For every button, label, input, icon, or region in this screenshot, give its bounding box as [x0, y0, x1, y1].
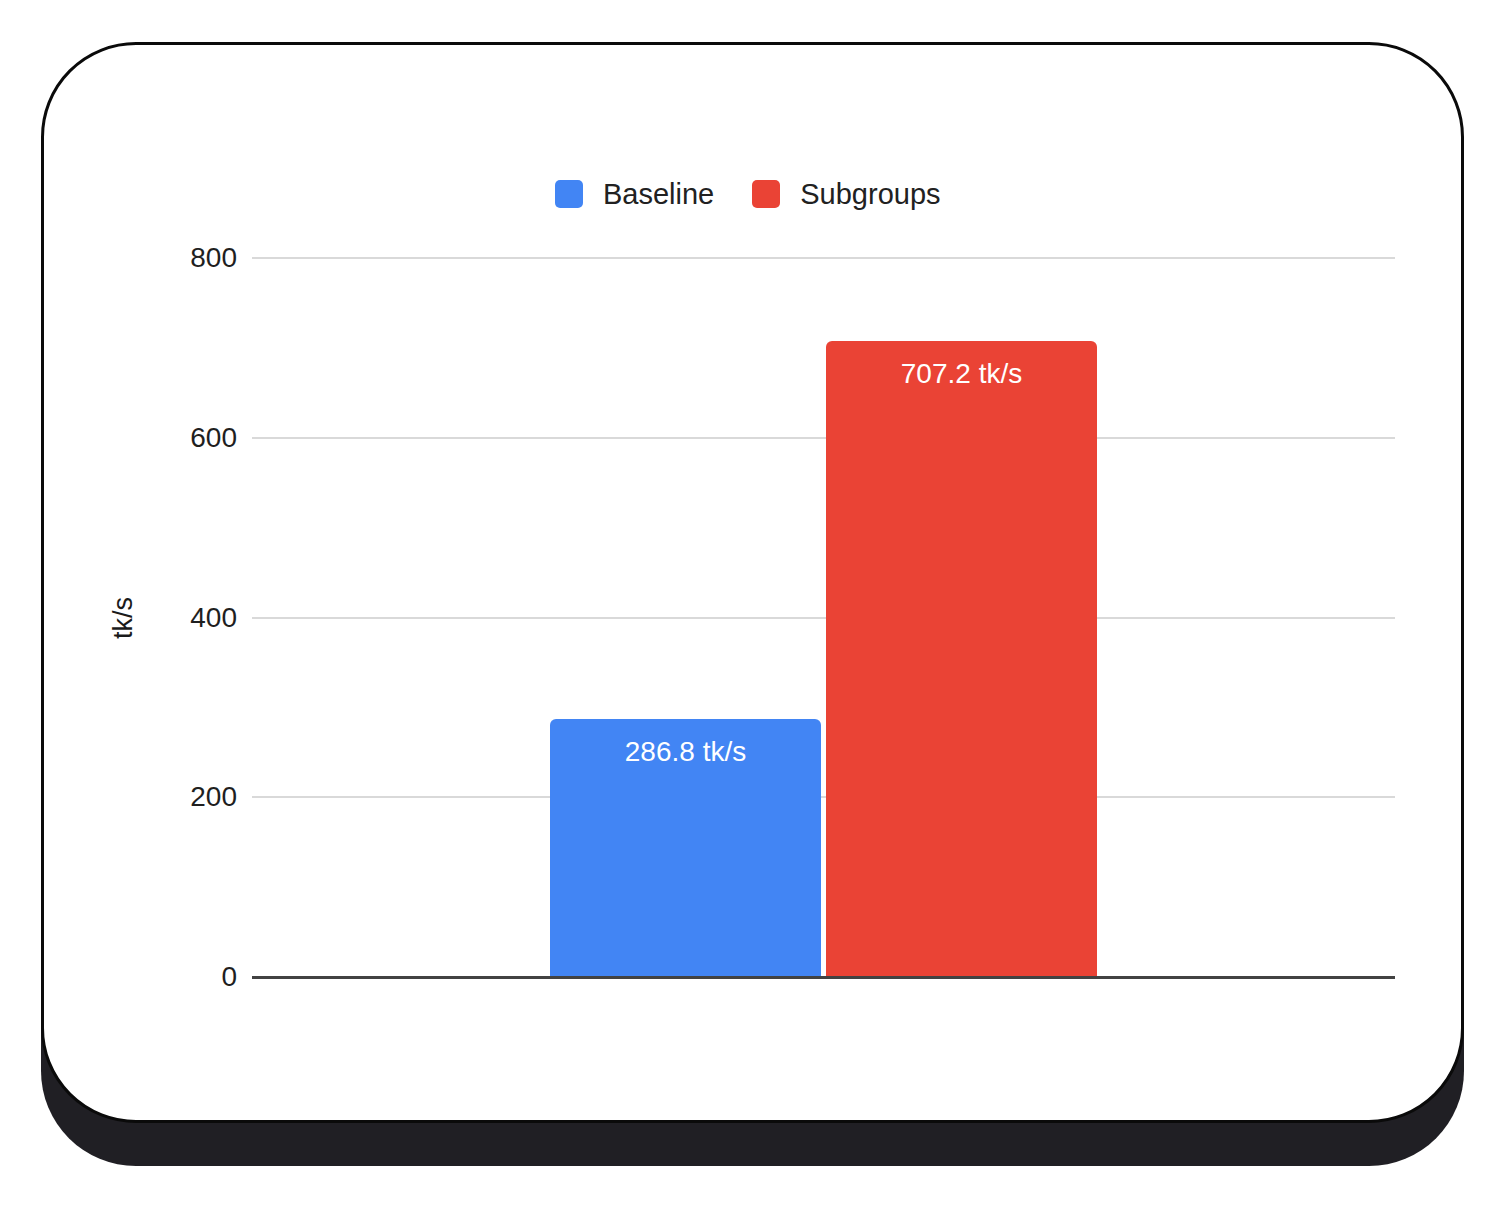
legend-item-baseline: Baseline — [555, 180, 714, 208]
subgroups-color-swatch — [752, 180, 780, 208]
baseline-color-swatch — [555, 180, 583, 208]
legend-label-baseline: Baseline — [603, 180, 714, 208]
legend: Baseline Subgroups — [555, 180, 941, 208]
y-axis-title: tk/s — [108, 597, 139, 639]
page: Baseline Subgroups tk/s 0200400600800286… — [0, 0, 1508, 1222]
legend-item-subgroups: Subgroups — [752, 180, 940, 208]
legend-label-subgroups: Subgroups — [800, 180, 940, 208]
